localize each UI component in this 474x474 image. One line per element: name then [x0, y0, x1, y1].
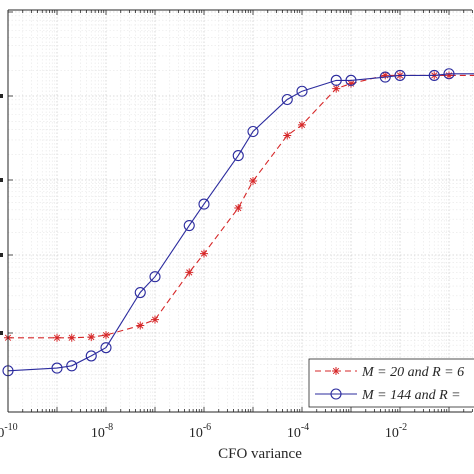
data-point: [234, 204, 243, 213]
x-axis-label: CFO variance: [218, 446, 302, 462]
x-tick-label: 10-6: [189, 422, 211, 441]
data-point: [87, 333, 96, 342]
data-point: [185, 268, 194, 277]
data-point: [232, 150, 244, 162]
data-point: [134, 286, 146, 299]
legend: M = 20 and R = 6 M = 144 and R =: [308, 358, 474, 408]
data-point: [379, 71, 391, 83]
data-point: [428, 69, 440, 81]
data-point: [298, 120, 306, 129]
data-point: [332, 84, 341, 93]
y-tick-label-fragment: [0, 94, 3, 98]
data-point: [151, 315, 159, 324]
data-point: [247, 125, 259, 138]
gridlines: [7, 10, 473, 413]
x-tick-label: 10-10: [0, 422, 18, 441]
data-point: [66, 360, 78, 372]
data-point: [183, 220, 195, 232]
data-point: [85, 350, 97, 362]
y-tick-label-fragment: [0, 178, 3, 182]
data-point: [200, 249, 208, 258]
data-point: [67, 333, 76, 342]
data-point: [198, 198, 210, 210]
data-point: [345, 74, 357, 86]
data-point: [136, 321, 145, 330]
series-2: [2, 68, 474, 377]
data-point: [149, 271, 161, 283]
series-layer: [2, 68, 474, 377]
data-point: [394, 69, 406, 81]
legend-label: M = 144 and R =: [361, 388, 461, 403]
y-tick-label-fragment: [0, 253, 3, 257]
data-point: [381, 71, 390, 80]
data-point: [249, 177, 257, 185]
series-1: [4, 71, 474, 342]
plot-background: [8, 10, 472, 412]
data-point: [296, 85, 308, 97]
data-point: [330, 74, 342, 86]
data-point: [102, 331, 110, 340]
x-tick-label: 10-4: [287, 422, 309, 441]
data-point: [283, 131, 292, 140]
data-point: [445, 71, 453, 80]
data-point: [281, 93, 293, 106]
legend-label: M = 20 and R = 6: [361, 365, 464, 380]
legend-marker: [330, 388, 342, 400]
data-point: [100, 342, 112, 354]
data-point: [53, 333, 61, 342]
series-line: [7, 73, 474, 372]
legend-marker: [332, 367, 340, 375]
x-tick-labels: 10-10 10-8 10-6 10-4 10-2: [0, 422, 407, 441]
y-tick-label-fragment: [0, 331, 3, 335]
x-tick-label: 10-8: [91, 422, 113, 441]
data-point: [51, 362, 63, 374]
data-point: [347, 79, 355, 88]
data-point: [443, 68, 455, 80]
x-tick-label: 10-2: [385, 422, 407, 441]
